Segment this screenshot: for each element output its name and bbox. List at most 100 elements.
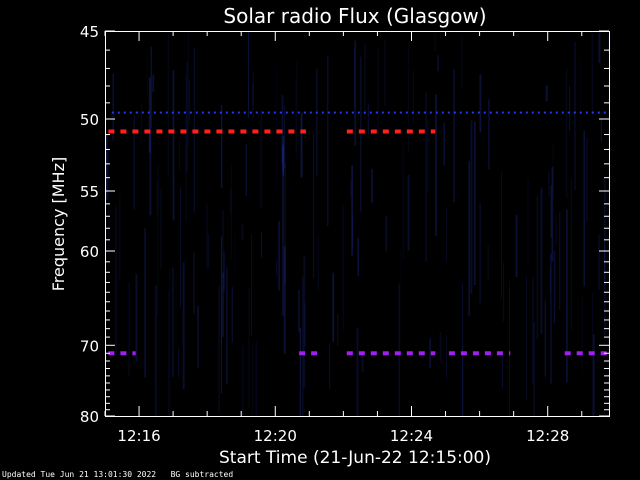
band-0-mark [495, 111, 498, 114]
noise-streak [545, 85, 548, 102]
noise-streak [473, 121, 476, 285]
noise-streak [282, 136, 285, 177]
band-0-mark [285, 111, 288, 114]
band-1-mark [394, 129, 401, 134]
band-0-mark [543, 111, 546, 114]
band-0-mark [513, 111, 516, 114]
noise-streak [515, 214, 518, 277]
band-1-mark [144, 129, 151, 134]
noise-streak [182, 262, 185, 389]
noise-streak [533, 321, 535, 416]
noise-streak [398, 283, 400, 416]
noise-streak [298, 289, 300, 332]
noise-streak [412, 70, 414, 126]
band-0-mark [579, 111, 582, 114]
noise-streak [175, 277, 177, 348]
band-0-mark [537, 111, 540, 114]
band-0-mark [369, 111, 372, 114]
noise-streak [316, 68, 318, 177]
band-0-mark [315, 111, 318, 114]
y-tick-label: 80 [80, 408, 99, 426]
band-1-mark [264, 129, 271, 134]
band-0-mark [333, 111, 336, 114]
band-1-mark [216, 129, 223, 134]
noise-streak [146, 53, 148, 99]
noise-streak [437, 55, 439, 72]
band-1-mark [288, 129, 295, 134]
noise-streak [332, 272, 335, 342]
band-0-mark [339, 111, 342, 114]
noise-streak [230, 189, 232, 215]
noise-streak [105, 134, 108, 200]
band-0-mark [219, 111, 222, 114]
band-0-mark [501, 111, 504, 114]
band-0-mark [237, 111, 240, 114]
band-0-mark [483, 111, 486, 114]
plot-frame [105, 31, 610, 417]
noise-streak [571, 178, 572, 332]
band-0-mark [603, 111, 606, 114]
band-2-mark [472, 351, 479, 356]
band-0-mark [375, 111, 378, 114]
noise-streak [197, 305, 199, 368]
noise-streak [354, 48, 355, 108]
band-0-mark [231, 111, 234, 114]
band-0-mark [489, 111, 492, 114]
band-1-mark [192, 129, 199, 134]
band-2-mark [588, 351, 595, 356]
band-0-mark [405, 111, 408, 114]
x-tick-label: 12:24 [390, 427, 433, 445]
x-tick-label: 12:28 [526, 427, 569, 445]
noise-streak [559, 212, 561, 310]
noise-streak [385, 216, 388, 252]
noise-streak [300, 112, 303, 178]
noise-streak [252, 82, 254, 120]
noise-streak [172, 267, 174, 377]
noise-streak [583, 130, 585, 287]
band-1-mark [276, 129, 283, 134]
noise-streak [550, 185, 552, 238]
band-0-mark [135, 111, 138, 114]
noise-streak [207, 234, 209, 269]
noise-streak [251, 233, 253, 336]
noise-streak [248, 286, 250, 407]
noise-streak [598, 234, 600, 290]
noise-streak [509, 280, 510, 416]
noise-streak [276, 258, 278, 278]
band-0-mark [183, 111, 186, 114]
band-0-mark [297, 111, 300, 114]
band-0-mark [567, 111, 570, 114]
band-2-mark [382, 351, 389, 356]
noise-streak [157, 179, 159, 316]
noise-streak [150, 46, 152, 128]
x-axis-label: Start Time (21-Jun-22 12:15:00) [219, 448, 491, 468]
noise-streak [112, 73, 115, 141]
band-0-mark [357, 111, 360, 114]
noise-streak [108, 148, 110, 258]
band-0-mark [519, 111, 522, 114]
band-2-mark [460, 351, 467, 356]
noise-streak [427, 118, 429, 192]
band-1-mark [132, 129, 139, 134]
noise-streak [553, 250, 556, 324]
noise-streak [354, 40, 356, 146]
y-tick-label: 70 [80, 337, 99, 355]
noise-streak [532, 276, 534, 383]
noise-streak [501, 171, 502, 299]
band-2-mark [394, 351, 401, 356]
band-0-mark [573, 111, 576, 114]
noise-streak [282, 144, 284, 316]
band-1-mark [358, 129, 365, 134]
band-0-mark [159, 111, 162, 114]
band-0-mark [321, 111, 324, 114]
band-2-mark [370, 351, 377, 356]
noise-streak [429, 338, 432, 368]
noise-streak [133, 115, 135, 210]
y-tick-label: 60 [80, 243, 99, 261]
noise-streak [299, 327, 301, 416]
noise-streak [604, 180, 606, 335]
band-2-mark [108, 351, 115, 356]
noise-streak [284, 163, 286, 284]
noise-streak [284, 106, 286, 169]
band-0-mark [279, 111, 282, 114]
